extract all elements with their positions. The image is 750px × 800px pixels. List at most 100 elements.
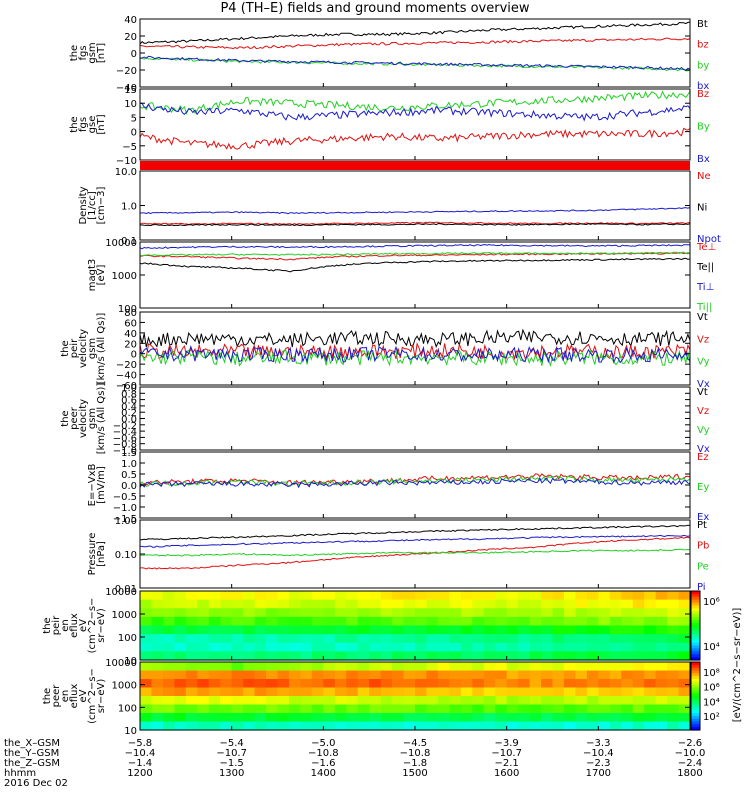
heatmap-cell [415, 616, 428, 627]
heatmap-cell [334, 721, 347, 731]
heatmap-cell [220, 721, 233, 731]
heatmap-cell [552, 687, 565, 697]
heatmap-cell [151, 696, 164, 706]
heatmap-cell [415, 642, 428, 652]
heatmap-cell [346, 642, 359, 652]
heatmap-cell [541, 616, 554, 627]
heatmap-cell [231, 599, 244, 609]
x-row-label: 2016 Dec 02 [4, 778, 68, 789]
heatmap-cell [678, 599, 691, 609]
colorbar-step [691, 693, 700, 697]
heatmap-cell [552, 670, 565, 680]
heatmap-cell [174, 696, 187, 706]
heatmap-cell [655, 704, 668, 714]
heatmap-cell [197, 713, 210, 723]
heatmap-cell [655, 591, 668, 601]
heatmap-cell [667, 625, 680, 635]
colorbar-step [691, 724, 700, 728]
heatmap-cell [140, 616, 153, 627]
heatmap-cell [162, 616, 175, 627]
heatmap-cell [644, 696, 657, 706]
heatmap-cell [667, 713, 680, 723]
heatmap-cell [632, 616, 645, 627]
heatmap-cell [140, 721, 153, 731]
heatmap-cell [151, 608, 164, 618]
heatmap-cell [644, 591, 657, 601]
heatmap-cell [254, 721, 267, 731]
y-tick-label: 0.1 [121, 236, 137, 247]
heatmap-cell [415, 662, 428, 672]
heatmap-cell [162, 670, 175, 680]
y-axis-label-line: eV [78, 619, 89, 632]
colorbar-tick-label: 10⁶ [703, 683, 720, 694]
heatmap-cell [495, 721, 508, 731]
heatmap-cell [197, 591, 210, 601]
legend-entry: Ti⊥ [696, 282, 714, 293]
heatmap-cell [300, 662, 313, 672]
heatmap-cell [667, 679, 680, 689]
heatmap-cell [346, 625, 359, 635]
y-axis-label-line: eV [78, 689, 89, 702]
heatmap-cell [243, 679, 256, 689]
heatmap-cell [552, 651, 565, 661]
heatmap-cell [518, 679, 531, 689]
heatmap-cell [277, 704, 290, 714]
legend-entry: Vy [697, 425, 710, 436]
heatmap-cell [300, 721, 313, 731]
heatmap-cell [437, 599, 450, 609]
heatmap-cell [254, 662, 267, 672]
heatmap-cell [220, 599, 233, 609]
y-tick-label: −0.4 [113, 427, 137, 438]
legend-entry: Bx [697, 154, 710, 165]
heatmap-cell [586, 713, 599, 723]
series-line [139, 536, 691, 570]
legend-entry: Te|| [696, 262, 714, 273]
heatmap-cell [334, 642, 347, 652]
heatmap-cell [392, 651, 405, 661]
heatmap-cell [621, 687, 634, 697]
heatmap-cell [655, 616, 668, 627]
heatmap-cell [495, 608, 508, 618]
y-tick-label: 0.6 [121, 396, 137, 407]
y-tick-label: 0.2 [121, 408, 137, 419]
legend-entry: Ey [697, 482, 709, 493]
heatmap-cell [380, 662, 393, 672]
heatmap-cell [472, 608, 485, 618]
series-line [139, 102, 691, 122]
series-line [139, 475, 691, 487]
heatmap-cell [644, 608, 657, 618]
panel-peer_en_eflux: 10⁸ 10⁶ 10⁴ 10² 10000 1000 100 10 thepeereneflux… [42, 658, 720, 737]
heatmap-cell [678, 679, 691, 689]
panel-density: Ne Ni Npot 10.0 1.0 0.1 Density[1/cc][cm−3] [78, 167, 721, 247]
heatmap-cell [460, 670, 473, 680]
heatmap-cell [529, 679, 542, 689]
heatmap-cell [632, 599, 645, 609]
heatmap-cell [185, 696, 198, 706]
heatmap-cell [449, 642, 462, 652]
heatmap-cell [506, 625, 519, 635]
heatmap-cell [506, 704, 519, 714]
y-tick-label: 1.0 [121, 383, 137, 394]
heatmap-cell [174, 704, 187, 714]
heatmap-cell [506, 670, 519, 680]
heatmap-cell [518, 616, 531, 627]
heatmap-cell [529, 696, 542, 706]
heatmap-cell [667, 651, 680, 661]
heatmap-cell [254, 687, 267, 697]
heatmap-cell [415, 651, 428, 661]
heatmap-cell [541, 651, 554, 661]
heatmap-cell [197, 679, 210, 689]
heatmap-cell [449, 704, 462, 714]
heatmap-cell [266, 670, 279, 680]
heatmap-cell [483, 679, 496, 689]
heatmap-cell [460, 642, 473, 652]
heatmap-cell [598, 634, 611, 644]
heatmap-cell [426, 662, 439, 672]
heatmap-cell [621, 713, 634, 723]
heatmap-cell [185, 704, 198, 714]
heatmap-cell [300, 651, 313, 661]
heatmap-cell [197, 704, 210, 714]
